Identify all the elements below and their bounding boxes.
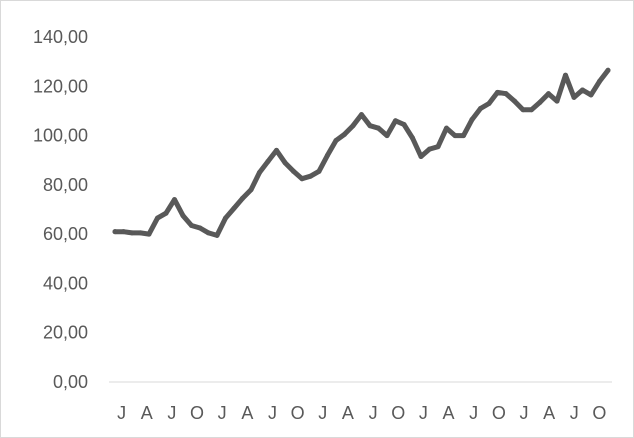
x-tick-label: A	[141, 403, 153, 423]
x-tick-label: O	[592, 403, 606, 423]
data-point	[571, 94, 577, 100]
x-tick-label: J	[167, 403, 176, 423]
x-tick-label: J	[469, 403, 478, 423]
data-point	[367, 123, 373, 129]
data-point	[214, 232, 220, 238]
data-point	[180, 213, 186, 219]
x-tick-label: J	[570, 403, 579, 423]
y-tick-label: 20,00	[43, 323, 88, 343]
data-point	[418, 154, 424, 160]
x-tick-label: O	[291, 403, 305, 423]
x-tick-label: O	[391, 403, 405, 423]
data-point	[486, 101, 492, 107]
x-tick-label: A	[342, 403, 354, 423]
data-point	[265, 158, 271, 164]
data-point	[597, 78, 602, 84]
x-tick-label: A	[543, 403, 555, 423]
data-point	[129, 230, 135, 236]
y-tick-label: 100,00	[33, 126, 88, 146]
data-point	[563, 72, 568, 78]
data-point	[308, 173, 313, 179]
x-tick-label: O	[492, 403, 506, 423]
data-point	[452, 133, 458, 139]
data-point	[316, 168, 322, 174]
data-point	[121, 229, 126, 235]
data-point	[112, 229, 118, 235]
data-point	[401, 121, 407, 127]
y-tick-label: 60,00	[43, 224, 88, 244]
x-tick-label: J	[117, 403, 126, 423]
data-point	[299, 176, 305, 182]
x-tick-label: J	[318, 403, 327, 423]
data-point	[427, 146, 432, 152]
data-point	[206, 230, 211, 236]
data-point	[512, 98, 517, 104]
data-point	[350, 123, 356, 129]
data-point	[240, 195, 245, 201]
data-point	[495, 89, 500, 95]
data-point	[605, 67, 611, 73]
data-point	[325, 152, 330, 158]
data-point	[393, 118, 398, 124]
data-point	[503, 91, 509, 97]
data-point	[435, 144, 441, 150]
data-point	[172, 197, 177, 203]
x-tick-label: J	[268, 403, 277, 423]
data-point	[580, 87, 585, 93]
data-point	[163, 210, 169, 216]
data-point	[376, 125, 381, 131]
data-point	[257, 170, 262, 176]
x-tick-label: A	[443, 403, 455, 423]
data-point	[359, 112, 364, 118]
data-point	[478, 105, 483, 111]
data-point	[410, 135, 415, 141]
data-point	[469, 117, 475, 123]
data-point	[274, 147, 279, 153]
data-point	[529, 107, 534, 113]
y-tick-label: 80,00	[43, 175, 88, 195]
y-tick-label: 40,00	[43, 273, 88, 293]
data-point	[333, 138, 339, 143]
data-point	[282, 160, 288, 166]
x-tick-label: J	[419, 403, 428, 423]
x-tick-label: O	[190, 403, 204, 423]
x-tick-label: A	[241, 403, 253, 423]
data-point	[223, 215, 228, 221]
data-point	[384, 133, 390, 139]
data-point	[588, 92, 594, 98]
y-tick-label: 140,00	[33, 27, 88, 47]
data-point	[197, 225, 203, 231]
data-point	[146, 231, 152, 237]
y-axis-labels: 0,00 20,00 40,00 60,00 80,00 100,00 120,00 140,…	[33, 27, 88, 392]
y-tick-label: 0,00	[53, 372, 88, 392]
data-point	[537, 99, 543, 105]
series-points	[112, 67, 611, 238]
data-point	[138, 230, 143, 236]
x-tick-label: J	[369, 403, 378, 423]
y-tick-label: 120,00	[33, 76, 88, 96]
data-point	[546, 91, 551, 97]
data-point	[444, 125, 449, 131]
data-point	[520, 107, 526, 113]
x-tick-label: J	[519, 403, 528, 423]
data-point	[461, 133, 466, 139]
data-point	[342, 131, 347, 137]
data-point	[554, 98, 560, 104]
data-point	[231, 205, 237, 211]
data-point	[155, 215, 160, 221]
x-tick-label: J	[218, 403, 227, 423]
data-point	[248, 187, 254, 193]
data-point	[189, 223, 194, 229]
data-point	[291, 168, 296, 174]
series-line	[112, 67, 611, 238]
